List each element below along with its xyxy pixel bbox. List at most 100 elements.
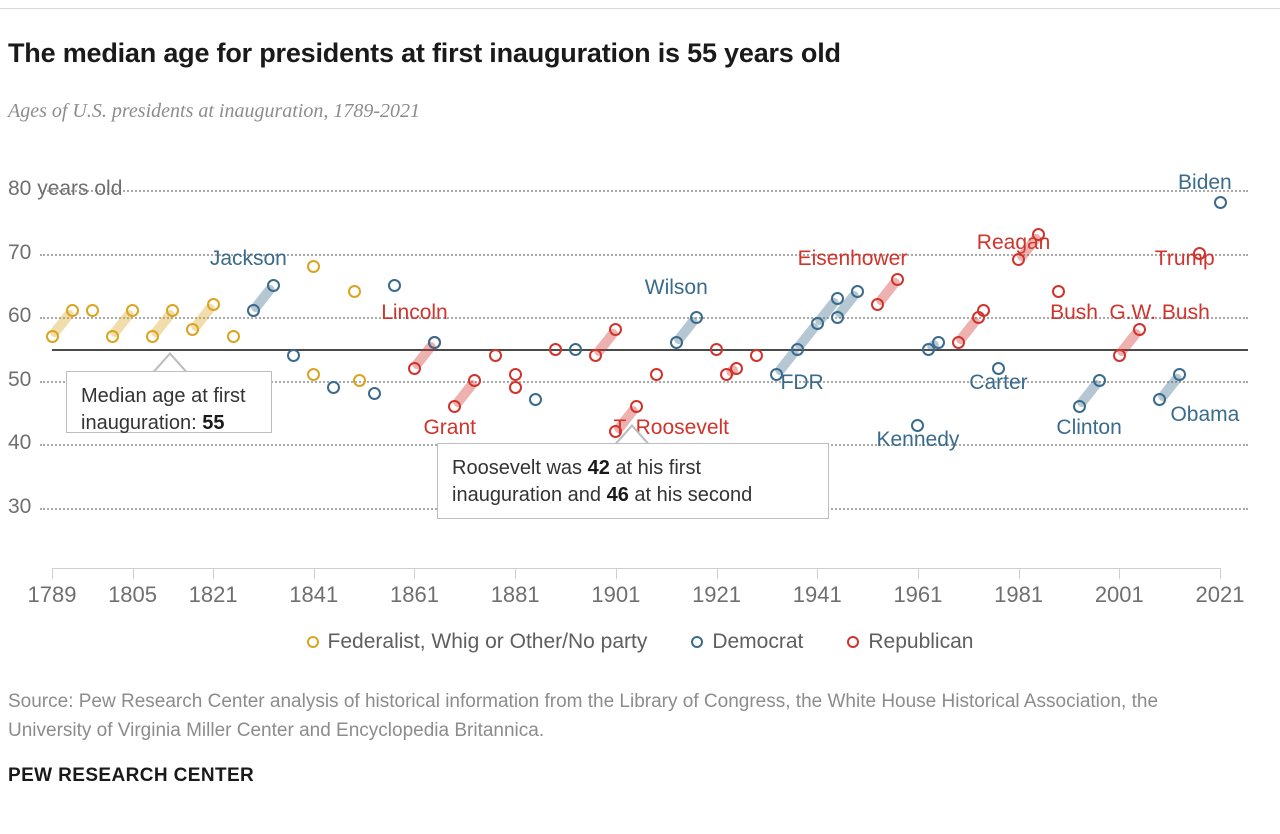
- data-point[interactable]: [790, 342, 804, 356]
- data-point[interactable]: [1153, 393, 1167, 407]
- data-point[interactable]: [1112, 348, 1126, 362]
- x-axis-label-1881: 1881: [490, 582, 540, 607]
- data-point[interactable]: [1173, 367, 1187, 381]
- data-point[interactable]: [1032, 228, 1046, 242]
- data-point[interactable]: [186, 323, 200, 337]
- x-axis-label-1941: 1941: [792, 582, 842, 607]
- y-axis-label-50: 50: [8, 367, 32, 391]
- gridline-80: [40, 190, 1248, 192]
- x-tick-1805: [132, 568, 134, 579]
- data-point[interactable]: [1072, 399, 1086, 413]
- data-point[interactable]: [810, 317, 824, 331]
- data-point[interactable]: [976, 304, 990, 318]
- data-point[interactable]: [730, 361, 744, 375]
- data-point[interactable]: [146, 329, 160, 343]
- data-point[interactable]: [327, 380, 341, 394]
- gridline-60: [40, 317, 1248, 320]
- x-axis-label-1981: 1981: [994, 582, 1044, 607]
- data-point[interactable]: [891, 272, 905, 286]
- data-point[interactable]: [387, 278, 401, 292]
- data-point[interactable]: [720, 367, 734, 381]
- data-point[interactable]: [206, 297, 220, 311]
- point-label-wilson: Wilson: [644, 275, 708, 299]
- data-point[interactable]: [1092, 374, 1106, 388]
- x-axis-label-2001: 2001: [1094, 582, 1144, 607]
- legend-item-federalist-whig-or-other-no-party[interactable]: Federalist, Whig or Other/No party: [306, 630, 647, 654]
- data-point[interactable]: [569, 342, 583, 356]
- x-tick-2021: [1220, 568, 1221, 579]
- data-point[interactable]: [407, 361, 421, 375]
- data-point[interactable]: [65, 304, 79, 318]
- x-tick-1841: [313, 568, 315, 579]
- data-point[interactable]: [921, 342, 935, 356]
- data-point[interactable]: [45, 329, 59, 343]
- data-point[interactable]: [851, 285, 865, 299]
- y-axis-label-60: 60: [8, 304, 32, 328]
- roosevelt-callout-pointer: [617, 427, 647, 444]
- x-tick-1861: [414, 568, 416, 579]
- x-axis-label-1861: 1861: [389, 582, 439, 607]
- data-point[interactable]: [669, 336, 683, 350]
- data-point[interactable]: [307, 367, 321, 381]
- data-point[interactable]: [226, 329, 240, 343]
- y-axis-label-30: 30: [8, 495, 32, 518]
- data-point[interactable]: [307, 259, 321, 273]
- legend-item-democrat[interactable]: Democrat: [691, 630, 803, 654]
- data-point[interactable]: [750, 348, 764, 362]
- point-label-jackson: Jackson: [209, 246, 287, 270]
- data-point[interactable]: [126, 304, 140, 318]
- data-point[interactable]: [689, 310, 703, 324]
- y-axis-label-40: 40: [8, 431, 32, 455]
- x-axis-label-1821: 1821: [188, 582, 238, 607]
- median-age-callout: Median age at first inauguration: 55: [66, 371, 272, 434]
- data-point[interactable]: [287, 348, 301, 362]
- legend-item-republican[interactable]: Republican: [847, 630, 973, 654]
- point-label-eisenhower: Eisenhower: [797, 246, 908, 270]
- data-point[interactable]: [830, 310, 844, 324]
- x-tick-2001: [1119, 568, 1121, 579]
- x-tick-1941: [817, 568, 819, 579]
- data-point[interactable]: [830, 291, 844, 305]
- data-point[interactable]: [589, 348, 603, 362]
- data-point[interactable]: [508, 380, 522, 394]
- data-point[interactable]: [166, 304, 180, 318]
- point-label-trump: Trump: [1154, 246, 1215, 270]
- data-point[interactable]: [468, 374, 482, 388]
- data-point[interactable]: [508, 367, 522, 381]
- data-point[interactable]: [105, 329, 119, 343]
- x-axis-label-2021: 2021: [1195, 582, 1245, 607]
- data-point[interactable]: [1052, 285, 1066, 299]
- data-point[interactable]: [710, 342, 724, 356]
- callout-emphasis: 42: [587, 457, 610, 479]
- data-point[interactable]: [1132, 323, 1146, 337]
- data-point[interactable]: [352, 374, 366, 388]
- data-point[interactable]: [548, 342, 562, 356]
- data-point[interactable]: [1193, 247, 1207, 261]
- data-point[interactable]: [267, 278, 281, 292]
- data-point[interactable]: [649, 367, 663, 381]
- data-point[interactable]: [609, 323, 623, 337]
- data-point[interactable]: [347, 285, 361, 299]
- data-point[interactable]: [1012, 253, 1026, 267]
- data-point[interactable]: [1213, 196, 1227, 210]
- data-point[interactable]: [629, 399, 643, 413]
- x-tick-1901: [615, 568, 617, 579]
- legend-label: Republican: [868, 630, 974, 653]
- data-point[interactable]: [991, 361, 1005, 375]
- data-point[interactable]: [871, 297, 885, 311]
- data-point[interactable]: [85, 304, 99, 318]
- data-point[interactable]: [951, 336, 965, 350]
- y-axis-label-80: 80 years old: [8, 177, 123, 200]
- data-point[interactable]: [428, 336, 442, 350]
- data-point[interactable]: [448, 399, 462, 413]
- legend-label: Democrat: [712, 630, 804, 653]
- data-point[interactable]: [911, 418, 925, 432]
- data-point[interactable]: [528, 393, 542, 407]
- data-point[interactable]: [931, 336, 945, 350]
- data-point[interactable]: [246, 304, 260, 318]
- data-point[interactable]: [488, 348, 502, 362]
- data-point[interactable]: [770, 367, 784, 381]
- callout-text: at his second: [628, 484, 753, 506]
- data-point[interactable]: [367, 387, 381, 401]
